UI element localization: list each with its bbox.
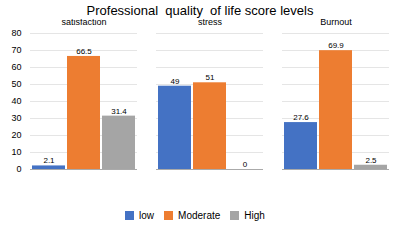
svg-text:0: 0	[16, 164, 21, 174]
svg-text:2.5: 2.5	[365, 156, 377, 165]
svg-text:Secondary traumaticstress: Secondary traumaticstress	[169, 19, 252, 27]
svg-text:60: 60	[11, 62, 21, 72]
svg-text:51: 51	[206, 73, 215, 82]
svg-text:40: 40	[11, 96, 21, 106]
svg-text:49: 49	[171, 77, 180, 86]
html-text:Professional quality of life s: Professional quality of life score level…	[86, 3, 314, 18]
html-text:Moderate: Moderate	[178, 210, 221, 221]
svg-text:20: 20	[11, 130, 21, 140]
svg-text:0: 0	[243, 160, 248, 169]
svg-text:66.5: 66.5	[76, 47, 92, 56]
svg-text:70: 70	[11, 45, 21, 55]
html-text:low: low	[139, 210, 155, 221]
svg-text:10: 10	[11, 147, 21, 157]
svg-text:69.9: 69.9	[328, 41, 344, 50]
svg-text:30: 30	[11, 113, 21, 123]
svg-text:27.6: 27.6	[293, 113, 309, 122]
svg-text:80: 80	[11, 28, 21, 38]
html-text:High: High	[244, 210, 265, 221]
svg-text:31.4: 31.4	[111, 107, 127, 116]
svg-text:2.1: 2.1	[43, 156, 55, 165]
svg-text:50: 50	[11, 79, 21, 89]
svg-text:Compassionsatisfaction: Compassionsatisfaction	[59, 19, 109, 27]
svg-text:Burnout: Burnout	[320, 19, 352, 27]
